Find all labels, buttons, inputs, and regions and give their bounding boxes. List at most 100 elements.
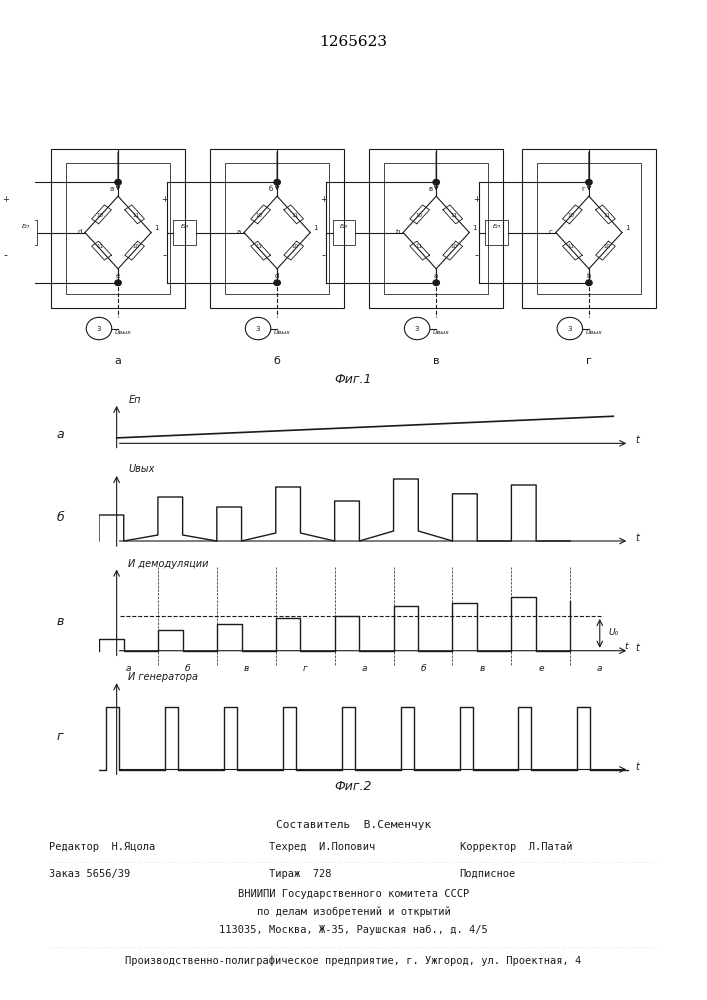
Bar xyxy=(384,163,489,294)
Text: +: + xyxy=(320,195,327,204)
Text: 11: 11 xyxy=(256,244,263,249)
Text: в: в xyxy=(57,615,64,628)
Text: 11: 11 xyxy=(450,213,457,218)
Circle shape xyxy=(115,179,122,185)
Text: b: b xyxy=(587,273,591,279)
Text: г: г xyxy=(581,186,585,192)
Text: t: t xyxy=(635,643,639,653)
Text: с: с xyxy=(549,230,553,235)
Text: 3: 3 xyxy=(256,326,260,332)
Text: -: - xyxy=(474,250,479,260)
Text: г: г xyxy=(303,664,308,673)
Text: Фиг.2: Фиг.2 xyxy=(334,780,373,793)
Text: 1: 1 xyxy=(313,225,318,231)
Text: t: t xyxy=(624,642,628,651)
Text: Uвых: Uвых xyxy=(129,464,155,474)
Text: Корректор  Л.Патай: Корректор Л.Патай xyxy=(460,842,572,852)
Text: Тираж  728: Тираж 728 xyxy=(269,869,331,879)
Text: +: + xyxy=(473,195,480,204)
Text: -: - xyxy=(322,250,326,260)
Circle shape xyxy=(433,179,440,185)
Text: 11: 11 xyxy=(97,244,104,249)
Text: г: г xyxy=(57,730,64,743)
Text: 10: 10 xyxy=(603,244,610,249)
Text: а: а xyxy=(237,230,241,235)
Text: Uвых: Uвых xyxy=(585,330,602,335)
Text: d: d xyxy=(275,273,279,279)
Text: а: а xyxy=(57,428,64,441)
Bar xyxy=(537,163,641,294)
Text: 1: 1 xyxy=(154,225,159,231)
Text: а: а xyxy=(361,664,367,673)
Text: -: - xyxy=(163,250,167,260)
Text: Производственно-полиграфическое предприятие, г. Ужгород, ул. Проектная, 4: Производственно-полиграфическое предприя… xyxy=(125,956,582,966)
Text: 10: 10 xyxy=(291,244,298,249)
Bar xyxy=(225,163,329,294)
Text: Еп: Еп xyxy=(22,224,30,229)
Text: t: t xyxy=(635,762,639,772)
Bar xyxy=(370,149,503,308)
Bar xyxy=(485,220,508,245)
Text: в: в xyxy=(428,186,433,192)
Text: И демодуляции: И демодуляции xyxy=(129,559,209,569)
Text: а: а xyxy=(126,664,132,673)
Text: +: + xyxy=(161,195,168,204)
Text: 10: 10 xyxy=(568,213,575,218)
Text: Составитель  В.Семенчук: Составитель В.Семенчук xyxy=(276,820,431,830)
Text: Uвых: Uвых xyxy=(433,330,450,335)
Text: Заказ 5656/39: Заказ 5656/39 xyxy=(49,869,131,879)
Text: Еп: Еп xyxy=(340,224,348,229)
Bar xyxy=(522,149,656,308)
Text: Еп: Еп xyxy=(181,224,189,229)
Text: 11: 11 xyxy=(603,213,610,218)
Circle shape xyxy=(585,179,592,185)
Text: Еп: Еп xyxy=(129,395,141,405)
Circle shape xyxy=(433,280,440,286)
Text: 10: 10 xyxy=(415,213,422,218)
Text: Редактор  Н.Яцола: Редактор Н.Яцола xyxy=(49,842,156,852)
Bar xyxy=(52,149,185,308)
Text: б: б xyxy=(274,356,281,366)
Text: б: б xyxy=(420,664,426,673)
Text: а: а xyxy=(597,664,602,673)
Text: 113035, Москва, Ж-35, Раушская наб., д. 4/5: 113035, Москва, Ж-35, Раушская наб., д. … xyxy=(219,925,488,935)
Text: 1265623: 1265623 xyxy=(320,35,387,49)
Text: 1: 1 xyxy=(625,225,630,231)
Text: b: b xyxy=(396,230,400,235)
Circle shape xyxy=(274,280,281,286)
Text: d: d xyxy=(78,230,82,235)
Text: 10: 10 xyxy=(450,244,457,249)
Circle shape xyxy=(115,280,122,286)
Text: t: t xyxy=(635,435,639,445)
Bar xyxy=(211,149,344,308)
Text: в: в xyxy=(433,356,440,366)
Text: 3: 3 xyxy=(97,326,101,332)
Text: t: t xyxy=(635,533,639,543)
Text: б: б xyxy=(269,186,274,192)
Bar xyxy=(332,220,356,245)
Text: г: г xyxy=(586,356,592,366)
Text: в: в xyxy=(479,664,484,673)
Text: 10: 10 xyxy=(256,213,263,218)
Text: по делам изобретений и открытий: по делам изобретений и открытий xyxy=(257,907,450,917)
Text: 11: 11 xyxy=(291,213,298,218)
Text: 3: 3 xyxy=(568,326,572,332)
Text: 3: 3 xyxy=(415,326,419,332)
Bar xyxy=(66,163,170,294)
Text: в: в xyxy=(244,664,249,673)
Text: е: е xyxy=(538,664,544,673)
Text: а: а xyxy=(115,356,122,366)
Text: 11: 11 xyxy=(568,244,575,249)
Text: е: е xyxy=(116,273,120,279)
Circle shape xyxy=(274,179,281,185)
Text: 10: 10 xyxy=(132,244,139,249)
Text: б: б xyxy=(57,511,64,524)
Text: а: а xyxy=(110,186,115,192)
Text: Uвых: Uвых xyxy=(274,330,291,335)
Text: 1: 1 xyxy=(472,225,477,231)
Text: +: + xyxy=(2,195,9,204)
Text: Подписное: Подписное xyxy=(460,869,516,879)
Text: Uвых: Uвых xyxy=(115,330,132,335)
Text: ВНИИПИ Государственного комитета СССР: ВНИИПИ Государственного комитета СССР xyxy=(238,889,469,899)
Bar xyxy=(14,220,37,245)
